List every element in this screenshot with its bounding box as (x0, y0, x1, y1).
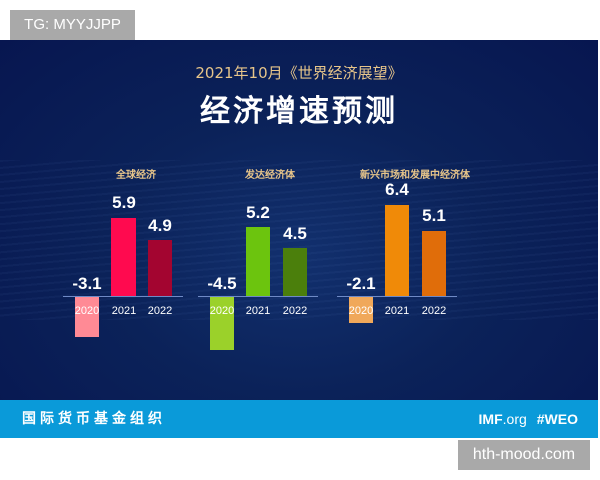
site-suffix: .org (502, 411, 527, 427)
value-global-2022: 4.9 (148, 216, 172, 235)
value-advanced-2020: -4.5 (207, 274, 237, 293)
group-title-emerging: 新兴市场和发展中经济体 (360, 170, 470, 181)
bar-advanced-2020 (210, 297, 234, 350)
org-name: 国际货币基金组织 (22, 411, 166, 427)
bar-advanced-2022 (283, 248, 307, 296)
baseline-global (63, 296, 183, 297)
year-global-2020: 2020 (74, 305, 100, 317)
baseline-advanced (198, 296, 318, 297)
value-emerging-2022: 5.1 (422, 206, 446, 225)
watermark-top-left: TG: MYYJJPP (10, 10, 135, 40)
footer-links: IMF.org #WEO (479, 400, 578, 438)
year-advanced-2021: 2021 (245, 305, 271, 317)
year-emerging-2021: 2021 (384, 305, 410, 317)
chart-subtitle: 2021年10月《世界经济展望》 (195, 64, 403, 82)
bar-global-2020 (75, 297, 99, 337)
year-emerging-2020: 2020 (348, 305, 374, 317)
value-emerging-2020: -2.1 (346, 274, 376, 293)
bar-emerging-2020 (349, 297, 373, 323)
footer-bar: 国际货币基金组织 IMF.org #WEO (0, 400, 598, 438)
value-global-2020: -3.1 (72, 274, 102, 293)
year-emerging-2022: 2022 (421, 305, 447, 317)
group-title-advanced: 发达经济体 (245, 170, 295, 181)
bar-emerging-2021 (385, 205, 409, 296)
watermark-bottom-right: hth-mood.com (458, 440, 590, 470)
chart-panel: 2021年10月《世界经济展望》 经济增速预测 全球经济 -3.1 5.9 4.… (0, 40, 598, 400)
bar-global-2021 (111, 218, 136, 296)
baseline-emerging (337, 296, 457, 297)
value-global-2021: 5.9 (112, 193, 136, 212)
year-global-2021: 2021 (111, 305, 137, 317)
value-emerging-2021: 6.4 (385, 180, 409, 199)
hashtag: #WEO (536, 411, 578, 427)
chart-title: 经济增速预测 (200, 94, 398, 129)
group-title-global: 全球经济 (116, 170, 156, 181)
site-name: IMF (478, 411, 503, 427)
year-global-2022: 2022 (147, 305, 173, 317)
year-advanced-2020: 2020 (209, 305, 235, 317)
bar-emerging-2022 (422, 231, 446, 296)
value-advanced-2021: 5.2 (246, 203, 270, 222)
bar-global-2022 (148, 240, 172, 296)
bar-advanced-2021 (246, 227, 270, 296)
year-advanced-2022: 2022 (282, 305, 308, 317)
value-advanced-2022: 4.5 (283, 224, 307, 243)
